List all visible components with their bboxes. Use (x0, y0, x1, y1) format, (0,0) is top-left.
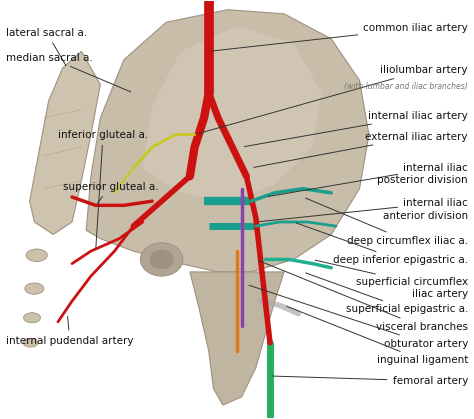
Ellipse shape (140, 243, 183, 276)
Text: median sacral a.: median sacral a. (6, 52, 131, 92)
Text: superior gluteal a.: superior gluteal a. (63, 181, 158, 203)
Text: internal pudendal artery: internal pudendal artery (6, 316, 134, 346)
Polygon shape (86, 10, 369, 272)
Text: common iliac artery: common iliac artery (211, 23, 468, 51)
Text: lateral sacral a.: lateral sacral a. (6, 28, 87, 66)
Ellipse shape (26, 249, 47, 261)
Text: superficial epigastric a.: superficial epigastric a. (306, 273, 468, 314)
Ellipse shape (23, 338, 38, 347)
Ellipse shape (25, 283, 44, 294)
Text: obturator artery: obturator artery (249, 285, 468, 349)
Ellipse shape (150, 250, 173, 269)
Text: inguinal ligament: inguinal ligament (287, 306, 468, 365)
Text: external iliac artery: external iliac artery (254, 132, 468, 167)
Text: superficial circumflex: superficial circumflex (315, 260, 468, 287)
Text: visceral branches: visceral branches (258, 261, 468, 332)
Text: inferior gluteal a.: inferior gluteal a. (58, 129, 148, 248)
Text: anterior division: anterior division (383, 211, 468, 221)
Text: internal iliac artery: internal iliac artery (245, 111, 468, 147)
Polygon shape (143, 26, 322, 201)
Text: femoral artery: femoral artery (273, 376, 468, 386)
Text: internal iliac: internal iliac (268, 163, 468, 197)
Polygon shape (30, 52, 100, 235)
Text: iliac artery: iliac artery (412, 289, 468, 299)
Ellipse shape (24, 313, 40, 323)
Text: iliolumbar artery: iliolumbar artery (197, 65, 468, 134)
Polygon shape (190, 272, 284, 405)
Text: posterior division: posterior division (377, 176, 468, 185)
Text: deep inferior epigastric a.: deep inferior epigastric a. (296, 223, 468, 265)
Text: (with lumbar and iliac branches): (with lumbar and iliac branches) (344, 82, 468, 91)
Text: deep circumflex iliac a.: deep circumflex iliac a. (306, 198, 468, 246)
Text: internal iliac: internal iliac (259, 198, 468, 222)
